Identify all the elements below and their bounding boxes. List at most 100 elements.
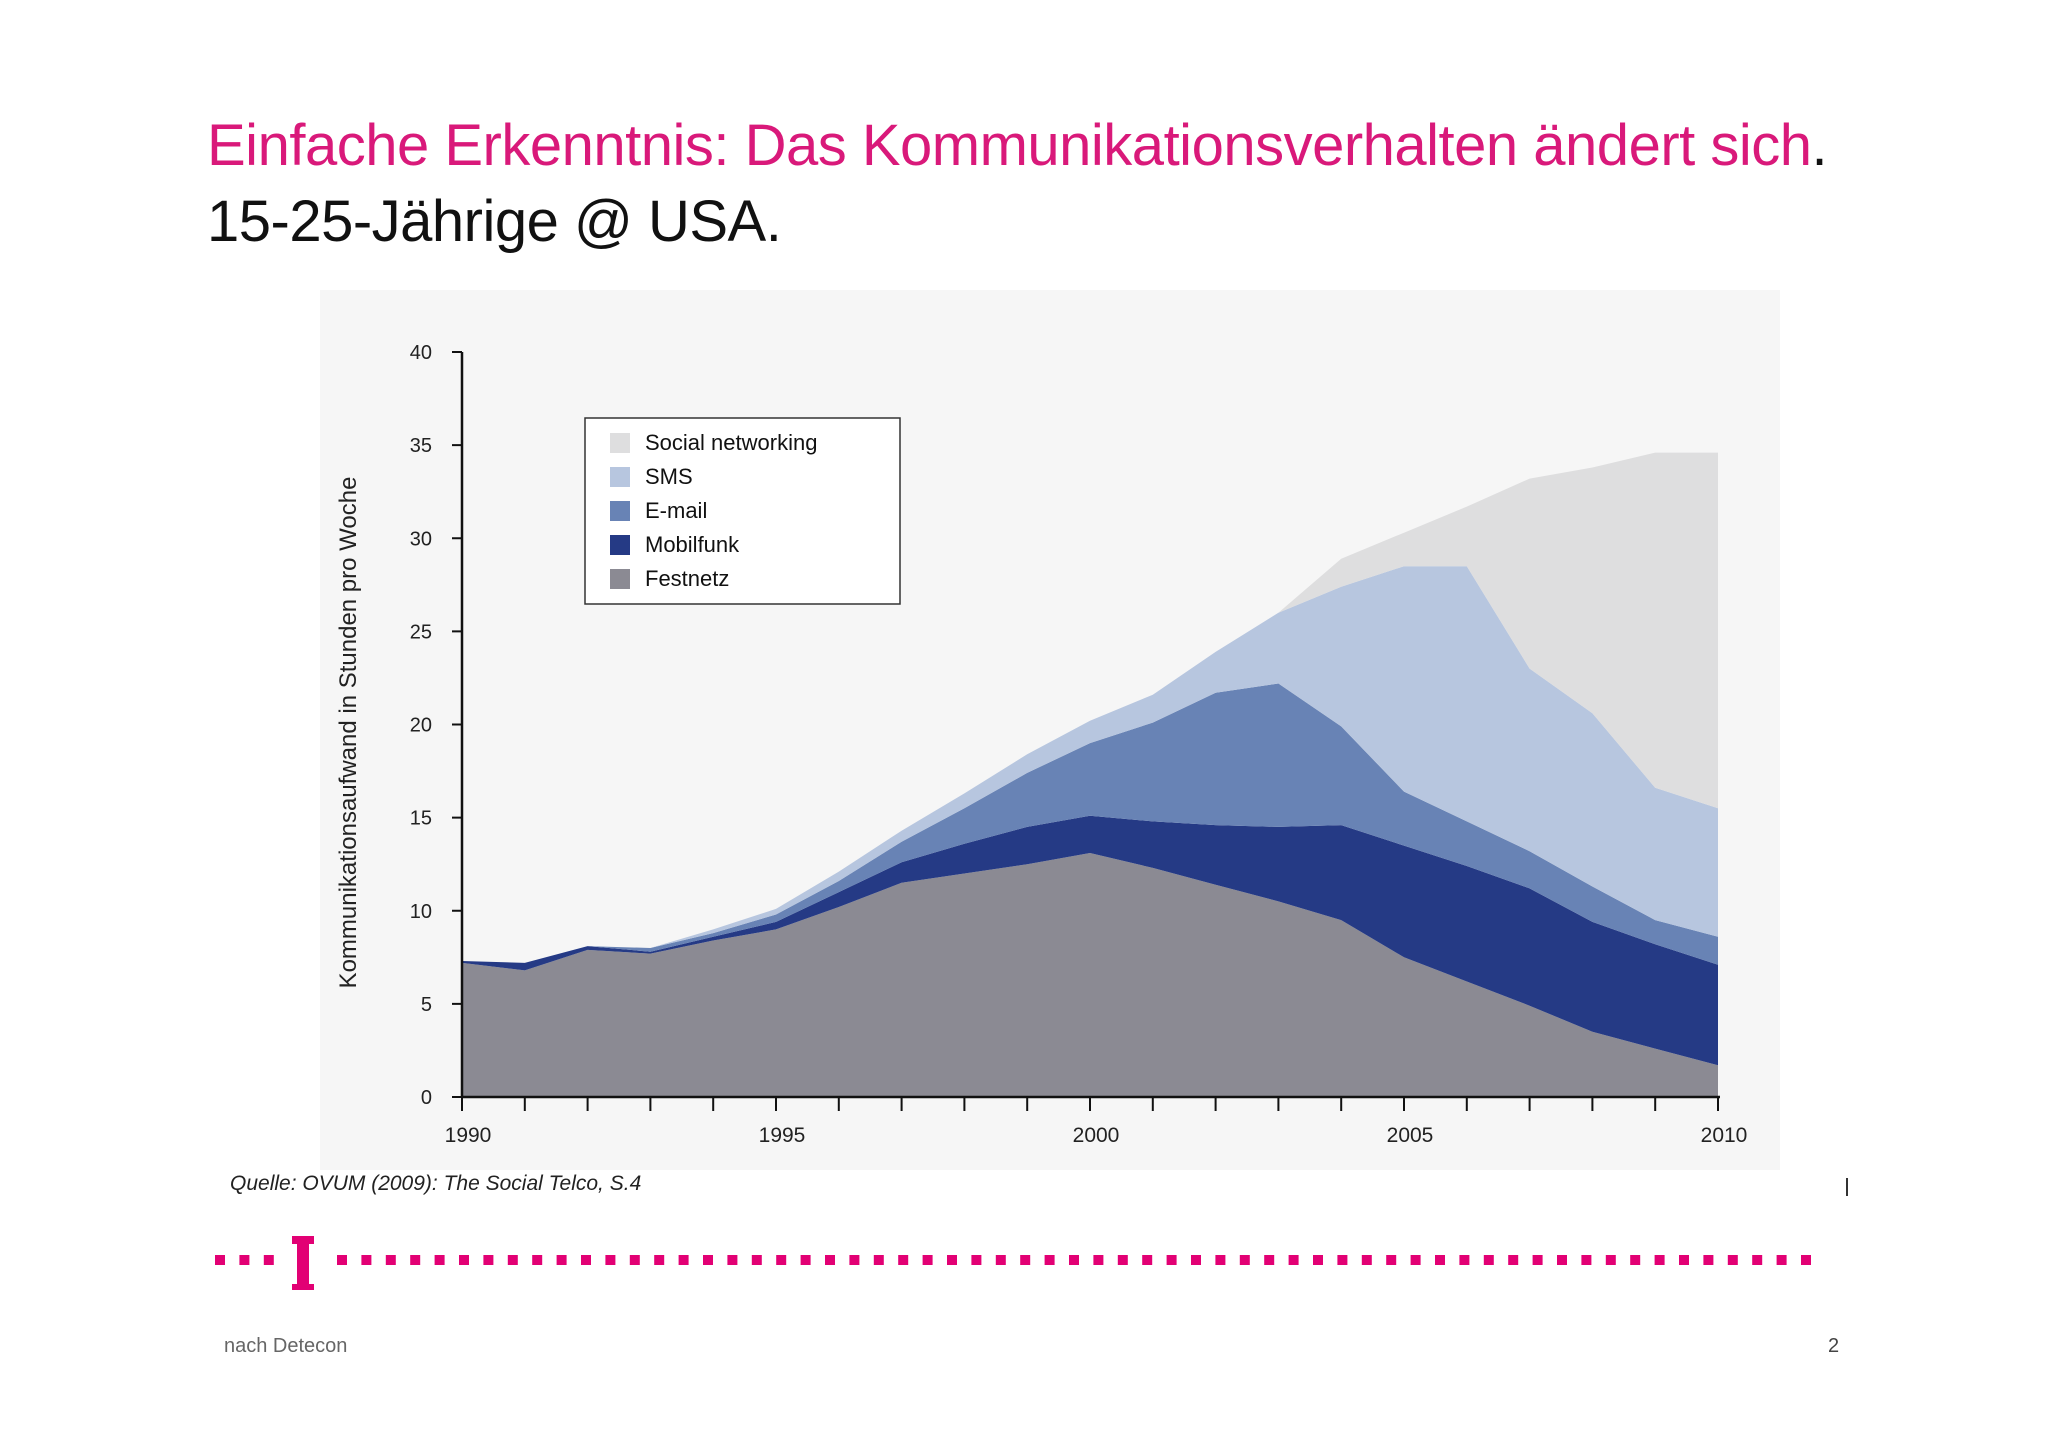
- brand-dot: [459, 1255, 469, 1265]
- legend-label-festnetz: Festnetz: [645, 566, 729, 591]
- y-tick-label: 25: [410, 621, 432, 643]
- brand-dot: [1581, 1255, 1592, 1265]
- x-tick-label: 2005: [1387, 1124, 1434, 1147]
- brand-dot: [971, 1255, 982, 1265]
- y-tick-label: 10: [410, 901, 432, 923]
- brand-dot: [1215, 1255, 1226, 1265]
- brand-dot: [1679, 1255, 1689, 1265]
- x-tick-label: 1990: [445, 1124, 492, 1147]
- area-festnetz: [462, 853, 1718, 1097]
- area-e-mail: [462, 683, 1718, 965]
- brand-dot: [849, 1255, 860, 1265]
- brand-dot: [995, 1255, 1006, 1265]
- legend-label-mobilfunk: Mobilfunk: [645, 532, 740, 557]
- legend-box: [584, 417, 901, 605]
- y-tick-label: 5: [421, 994, 432, 1016]
- brand-dot: [1557, 1255, 1567, 1265]
- y-tick-label: 35: [410, 435, 432, 457]
- brand-dot: [1703, 1255, 1714, 1265]
- brand-dot: [410, 1255, 421, 1265]
- brand-dot: [1410, 1255, 1421, 1265]
- brand-dot: [800, 1255, 811, 1265]
- y-tick-label: 0: [421, 1087, 432, 1109]
- brand-dot: [678, 1255, 689, 1265]
- footer-credit: nach Detecon: [224, 1335, 348, 1357]
- area-sms: [462, 566, 1718, 963]
- stacked-area-chart: 0 5 10 15 20 25 30 35 40 1990 1995 2000 2005 2010 Komm…: [335, 342, 1748, 1147]
- telekom-t-logo-icon: [292, 1236, 314, 1290]
- slide-subtitle: 15-25-Jährige @ USA.: [207, 189, 782, 254]
- brand-dot: [873, 1255, 884, 1265]
- brand-dot: [1752, 1255, 1763, 1265]
- brand-dot: [1288, 1255, 1299, 1265]
- brand-dot: [483, 1255, 494, 1265]
- y-tick-label: 30: [410, 528, 432, 550]
- brand-dot: [507, 1255, 518, 1265]
- area-mobilfunk: [462, 815, 1718, 1066]
- brand-dot: [1630, 1255, 1641, 1265]
- brand-dot: [727, 1255, 738, 1265]
- legend-label-e-mail: E-mail: [645, 498, 707, 523]
- brand-dot: [1142, 1255, 1153, 1265]
- brand-dot: [1386, 1255, 1397, 1265]
- brand-dot: [1459, 1255, 1470, 1265]
- x-tick-label: 2010: [1701, 1124, 1748, 1147]
- slide-title-dot: .: [1811, 113, 1828, 178]
- chart-panel: 0 5 10 15 20 25 30 35 40 1990 1995 2000 2005 2010 Komm…: [320, 290, 1780, 1170]
- brand-dot: [1044, 1255, 1055, 1265]
- brand-dot: [751, 1255, 762, 1265]
- legend-label-sms: SMS: [645, 464, 693, 489]
- brand-dot: [947, 1255, 957, 1265]
- brand-dot: [825, 1255, 835, 1265]
- brand-dot: [1239, 1255, 1250, 1265]
- brand-dot: [898, 1255, 909, 1265]
- brand-dot: [1313, 1255, 1323, 1265]
- y-tick-label: 15: [410, 808, 432, 830]
- x-tick-label: 1995: [759, 1124, 806, 1147]
- brand-dot: [1166, 1255, 1177, 1265]
- brand-dot: [1435, 1255, 1445, 1265]
- brand-dot: [434, 1255, 445, 1265]
- legend-swatch-sms: [610, 467, 630, 487]
- area-social-networking: [462, 452, 1718, 963]
- x-tick-label: 2000: [1073, 1124, 1120, 1147]
- decorative-tick: [1846, 1178, 1848, 1196]
- brand-dot: [1020, 1255, 1031, 1265]
- brand-dot: [605, 1255, 616, 1265]
- brand-dot: [1508, 1255, 1519, 1265]
- brand-dot: [556, 1255, 567, 1265]
- brand-dot: [1776, 1255, 1787, 1265]
- brand-dot: [1361, 1255, 1372, 1265]
- slide-title: Einfache Erkenntnis: Das Kommunikationsv…: [207, 112, 1828, 179]
- brand-dot: [385, 1255, 396, 1265]
- brand-dot: [239, 1255, 250, 1265]
- brand-dot: [337, 1255, 347, 1265]
- slide-title-text: Einfache Erkenntnis: Das Kommunikationsv…: [207, 113, 1812, 178]
- brand-dot: [1117, 1255, 1128, 1265]
- legend-swatch-festnetz: [610, 569, 630, 589]
- legend-swatch-e-mail: [610, 501, 630, 521]
- brand-dot: [1801, 1255, 1811, 1265]
- legend-swatch-mobilfunk: [610, 535, 630, 555]
- brand-dot: [1483, 1255, 1494, 1265]
- brand-dot: [1337, 1255, 1348, 1265]
- brand-dot: [263, 1255, 274, 1265]
- brand-dot: [629, 1255, 640, 1265]
- source-note: Quelle: OVUM (2009): The Social Telco, S…: [230, 1172, 642, 1195]
- brand-dot: [361, 1255, 372, 1265]
- brand-dot: [1264, 1255, 1275, 1265]
- brand-dot: [776, 1255, 787, 1265]
- brand-dot: [1093, 1255, 1104, 1265]
- page-number: 2: [1828, 1335, 1840, 1357]
- telekom-brand-bar: [215, 1236, 1811, 1290]
- brand-dot: [922, 1255, 933, 1265]
- brand-dot: [1727, 1255, 1738, 1265]
- brand-dot: [1605, 1255, 1616, 1265]
- brand-dot: [654, 1255, 665, 1265]
- brand-dot: [1532, 1255, 1543, 1265]
- y-axis-label: Kommunikationsaufwand in Stunden pro Woc…: [335, 477, 362, 989]
- brand-dot: [532, 1255, 543, 1265]
- brand-dot: [1654, 1255, 1665, 1265]
- y-tick-label: 40: [410, 342, 432, 364]
- legend-swatch-social-networking: [610, 433, 630, 453]
